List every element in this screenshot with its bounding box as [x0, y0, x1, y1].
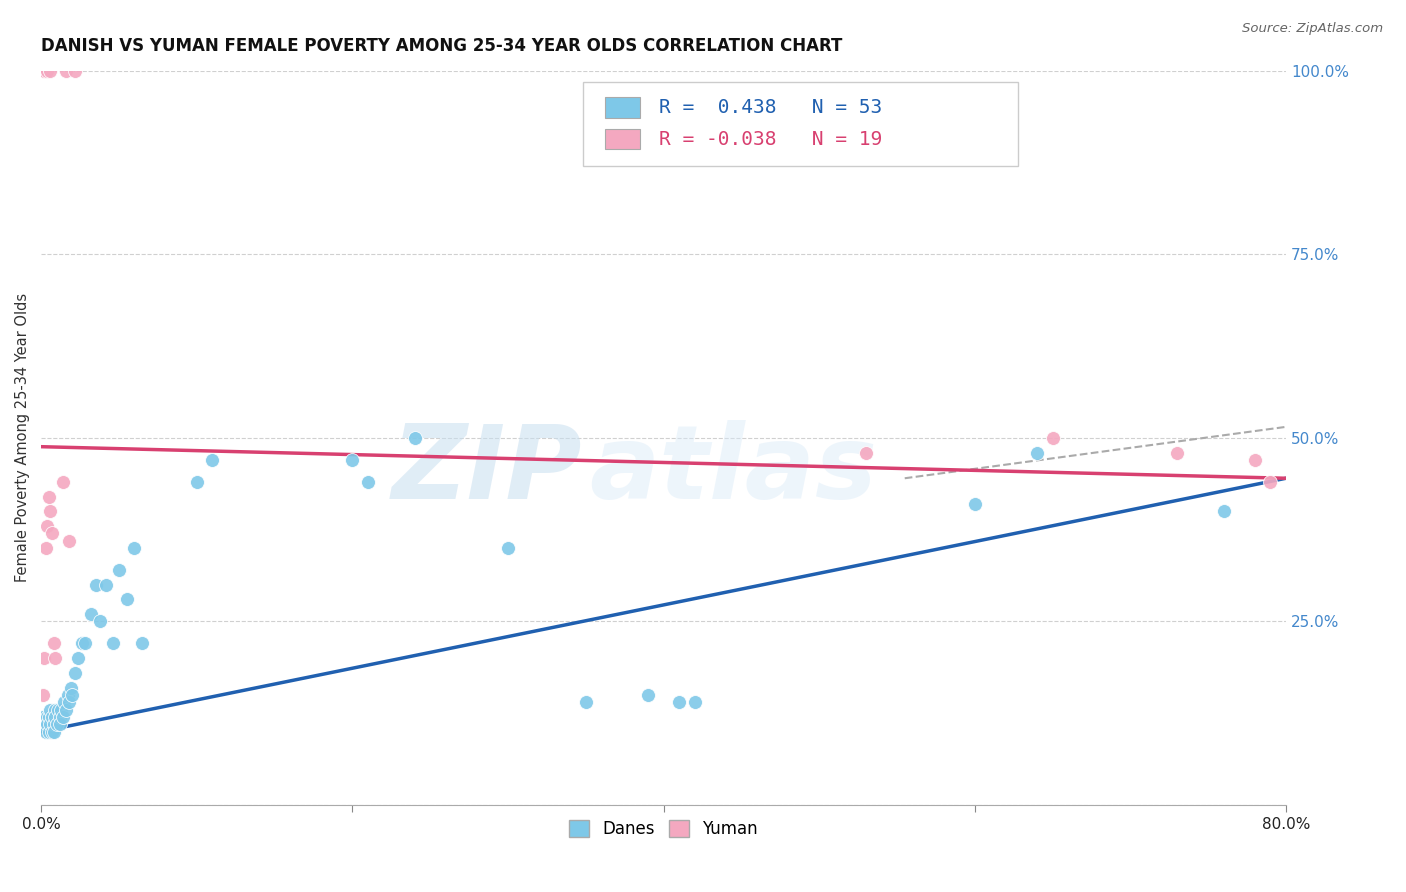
Point — [963, 497, 986, 511]
Point — [52, 710, 75, 724]
Point — [39, 63, 62, 78]
Point — [44, 702, 66, 716]
Point — [357, 475, 380, 489]
Legend: Danes, Yuman: Danes, Yuman — [562, 813, 765, 845]
Point — [37, 717, 59, 731]
Point — [52, 475, 75, 489]
Point — [115, 592, 138, 607]
Point — [101, 636, 124, 650]
Point — [1042, 431, 1064, 445]
Point — [53, 695, 76, 709]
Point — [38, 710, 60, 724]
Point — [58, 533, 80, 548]
Point — [1166, 445, 1188, 459]
Point — [39, 504, 62, 518]
Point — [65, 665, 87, 680]
Point — [668, 695, 690, 709]
Text: R = -0.038   N = 19: R = -0.038 N = 19 — [658, 129, 882, 149]
Point — [131, 636, 153, 650]
Point — [56, 688, 79, 702]
Point — [1260, 475, 1282, 489]
Point — [37, 519, 59, 533]
Point — [1243, 453, 1265, 467]
Text: R =  0.438   N = 53: R = 0.438 N = 53 — [658, 98, 882, 117]
Text: Source: ZipAtlas.com: Source: ZipAtlas.com — [1243, 22, 1384, 36]
Point — [1026, 445, 1049, 459]
Point — [55, 702, 77, 716]
Point — [342, 453, 364, 467]
Text: DANISH VS YUMAN FEMALE POVERTY AMONG 25-34 YEAR OLDS CORRELATION CHART: DANISH VS YUMAN FEMALE POVERTY AMONG 25-… — [41, 37, 842, 55]
Point — [58, 695, 80, 709]
Point — [31, 688, 53, 702]
Point — [35, 724, 58, 739]
Y-axis label: Female Poverty Among 25-34 Year Olds: Female Poverty Among 25-34 Year Olds — [15, 293, 30, 582]
Point — [683, 695, 706, 709]
FancyBboxPatch shape — [605, 128, 640, 149]
Point — [51, 702, 73, 716]
Point — [637, 688, 659, 702]
Point — [32, 717, 55, 731]
Point — [49, 710, 72, 724]
Point — [96, 578, 118, 592]
Point — [42, 724, 65, 739]
Point — [59, 681, 82, 695]
Point — [73, 636, 96, 650]
Point — [32, 651, 55, 665]
Text: atlas: atlas — [589, 420, 877, 522]
Point — [186, 475, 208, 489]
Point — [855, 445, 877, 459]
Point — [1212, 504, 1234, 518]
Point — [44, 710, 66, 724]
Point — [39, 717, 62, 731]
Point — [45, 717, 67, 731]
Point — [32, 63, 55, 78]
FancyBboxPatch shape — [605, 97, 640, 118]
Text: ZIP: ZIP — [392, 420, 582, 522]
Point — [42, 717, 65, 731]
Point — [31, 710, 53, 724]
Point — [37, 710, 59, 724]
Point — [70, 636, 93, 650]
Point — [89, 615, 111, 629]
Point — [67, 651, 90, 665]
Point — [60, 688, 83, 702]
Point — [84, 578, 107, 592]
Point — [41, 526, 63, 541]
Point — [108, 563, 131, 577]
Point — [41, 710, 63, 724]
Point — [124, 541, 146, 555]
Point — [46, 702, 69, 716]
Point — [404, 431, 426, 445]
Point — [35, 541, 58, 555]
Point — [41, 724, 63, 739]
Point — [39, 702, 62, 716]
Point — [44, 651, 66, 665]
Point — [201, 453, 224, 467]
Point — [80, 607, 103, 621]
Point — [38, 724, 60, 739]
Point — [38, 490, 60, 504]
Point — [496, 541, 519, 555]
FancyBboxPatch shape — [582, 82, 1018, 166]
Point — [575, 695, 598, 709]
Point — [37, 63, 59, 78]
Point — [42, 636, 65, 650]
Point — [65, 63, 87, 78]
Point — [49, 717, 72, 731]
Point — [55, 63, 77, 78]
